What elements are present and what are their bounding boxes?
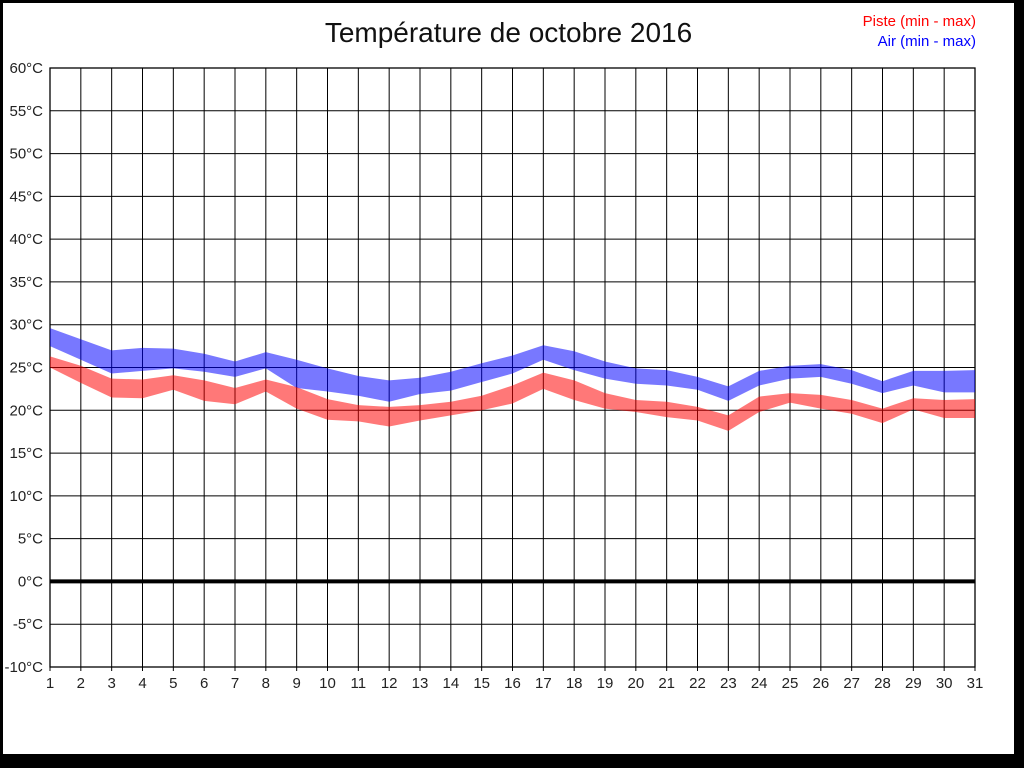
y-tick-label: 35°C [9, 274, 43, 291]
y-tick-label: 20°C [9, 402, 43, 419]
plot-area: -10°C -5°C 0°C 5°C 10°C 15°C 20°C 25°C 30°C 35°C 4… [4, 60, 984, 692]
y-tick-label: -5°C [13, 616, 43, 633]
y-tick-label: 60°C [9, 60, 43, 77]
x-tick-label: 31 [967, 675, 984, 692]
y-tick-label: 25°C [9, 360, 43, 377]
y-tick-label: 0°C [18, 573, 43, 590]
x-tick-label: 14 [442, 675, 459, 692]
y-tick-label: 55°C [9, 103, 43, 120]
x-tick-label: 29 [905, 675, 922, 692]
legend-piste-label: Piste (min - max) [862, 13, 976, 30]
y-tick-label: 45°C [9, 188, 43, 205]
x-tick-label: 10 [319, 675, 336, 692]
chart-title: Température de octobre 2016 [324, 17, 693, 48]
x-tick-label: 18 [566, 675, 583, 692]
x-tick-label: 16 [504, 675, 521, 692]
x-tick-label: 2 [77, 675, 85, 692]
x-tick-label: 26 [812, 675, 829, 692]
x-tick-label: 15 [473, 675, 490, 692]
x-tick-label: 20 [627, 675, 644, 692]
x-tick-label: 12 [381, 675, 398, 692]
x-tick-label: 13 [412, 675, 429, 692]
x-tick-label: 24 [751, 675, 768, 692]
x-tick-label: 8 [262, 675, 270, 692]
chart-figure: Température de octobre 2016 Piste (min -… [3, 3, 1014, 754]
band-piste [50, 356, 975, 431]
x-tick-label: 17 [535, 675, 552, 692]
x-tick-label: 5 [169, 675, 177, 692]
x-tick-label: 9 [292, 675, 300, 692]
x-tick-label: 21 [658, 675, 675, 692]
x-tick-label: 27 [843, 675, 860, 692]
chart-legend: Piste (min - max) Air (min - max) [863, 12, 976, 52]
y-tick-label: 30°C [9, 317, 43, 334]
y-tick-label: -10°C [4, 659, 43, 676]
x-tick-label: 23 [720, 675, 737, 692]
x-tick-label: 4 [138, 675, 146, 692]
band-air [50, 328, 975, 402]
x-tick-label: 11 [351, 675, 367, 692]
y-tick-label: 50°C [9, 146, 43, 163]
x-tick-label: 3 [107, 675, 115, 692]
y-tick-label: 40°C [9, 231, 43, 248]
x-tick-label: 19 [597, 675, 614, 692]
x-tick-label: 28 [874, 675, 891, 692]
x-tick-label: 25 [782, 675, 799, 692]
x-tick-label: 6 [200, 675, 208, 692]
x-tick-label: 1 [46, 675, 54, 692]
x-tick-label: 7 [231, 675, 239, 692]
y-tick-label: 10°C [9, 488, 43, 505]
x-tick-label: 22 [689, 675, 706, 692]
y-tick-label: 5°C [18, 531, 43, 548]
x-tick-label: 30 [936, 675, 953, 692]
legend-air-label: Air (min - max) [877, 33, 976, 50]
y-tick-label: 15°C [9, 445, 43, 462]
